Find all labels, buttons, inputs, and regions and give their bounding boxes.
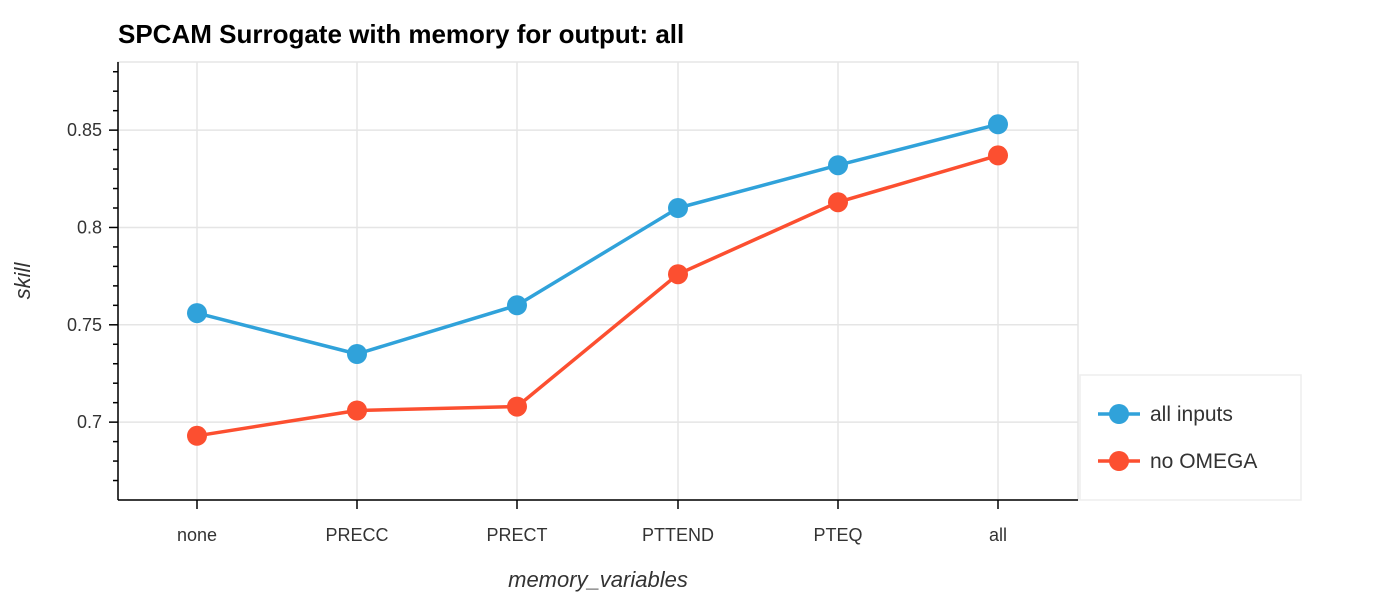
- x-tick-label: PRECT: [486, 525, 547, 545]
- plot-frame: [117, 61, 1079, 501]
- y-axis-label: skill: [10, 262, 35, 300]
- data-point: [187, 303, 207, 324]
- data-point: [828, 155, 848, 176]
- x-tick-label: none: [177, 525, 217, 545]
- series-layer: [187, 114, 1008, 446]
- y-tick-label: 0.7: [77, 412, 102, 432]
- x-tick-label: PTTEND: [642, 525, 714, 545]
- chart-title: SPCAM Surrogate with memory for output: …: [118, 19, 684, 49]
- axes: 0.7 0.75 0.8 0.85 none PRECC PRECT PTTEND PTEQ al…: [67, 62, 1078, 545]
- legend-label: all inputs: [1150, 403, 1233, 426]
- data-point: [507, 295, 527, 316]
- y-tick-label: 0.85: [67, 120, 102, 140]
- data-point: [507, 396, 527, 417]
- x-tick-label: all: [989, 525, 1007, 545]
- y-tick-label: 0.8: [77, 217, 102, 237]
- data-point: [347, 400, 367, 421]
- x-axis-label: memory_variables: [508, 567, 688, 592]
- x-tick-label: PTEQ: [813, 525, 862, 545]
- data-point: [988, 114, 1008, 135]
- legend-label: no OMEGA: [1150, 450, 1257, 473]
- data-point: [988, 145, 1008, 166]
- x-tick-label: PRECC: [325, 525, 388, 545]
- data-point: [668, 198, 688, 218]
- series-line: [196, 153, 999, 438]
- legend-box: [1079, 374, 1302, 501]
- y-tick-label: 0.75: [67, 315, 102, 335]
- series-line: [196, 122, 999, 356]
- data-point: [187, 425, 207, 446]
- legend: all inputs no OMEGA: [1079, 374, 1302, 501]
- data-point: [668, 264, 688, 285]
- legend-swatch-marker: [1109, 451, 1129, 471]
- data-point: [347, 344, 367, 364]
- data-point: [828, 192, 848, 213]
- legend-swatch-marker: [1109, 404, 1129, 424]
